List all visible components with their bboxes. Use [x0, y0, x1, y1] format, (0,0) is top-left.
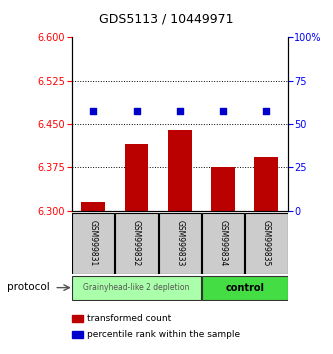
Text: GSM999835: GSM999835	[262, 220, 271, 267]
Text: GSM999831: GSM999831	[89, 220, 98, 267]
Text: Grainyhead-like 2 depletion: Grainyhead-like 2 depletion	[83, 283, 190, 292]
Text: protocol: protocol	[7, 282, 49, 292]
Text: transformed count: transformed count	[87, 314, 171, 323]
Point	[220, 108, 226, 114]
Text: GSM999834: GSM999834	[218, 220, 228, 267]
Text: GSM999832: GSM999832	[132, 220, 141, 267]
Bar	[202, 276, 288, 299]
Bar	[115, 213, 158, 274]
Bar	[159, 213, 201, 274]
Point	[91, 108, 96, 114]
Bar	[202, 213, 244, 274]
Text: GDS5113 / 10449971: GDS5113 / 10449971	[99, 12, 234, 25]
Point	[177, 108, 182, 114]
Bar	[81, 202, 105, 211]
Bar	[72, 213, 115, 274]
Text: percentile rank within the sample: percentile rank within the sample	[87, 330, 240, 339]
Point	[134, 108, 139, 114]
Bar	[72, 276, 201, 299]
Point	[264, 108, 269, 114]
Text: control: control	[225, 282, 264, 293]
Bar	[168, 130, 192, 211]
Bar	[245, 213, 288, 274]
Bar	[125, 144, 149, 211]
Text: GSM999833: GSM999833	[175, 220, 184, 267]
Bar	[254, 158, 278, 211]
Bar	[211, 167, 235, 211]
